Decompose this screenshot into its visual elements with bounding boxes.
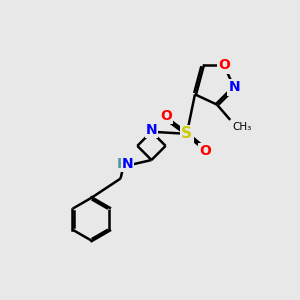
Text: O: O (199, 145, 211, 158)
Text: S: S (181, 126, 192, 141)
Text: CH₃: CH₃ (232, 122, 251, 132)
Text: O: O (160, 109, 172, 123)
Text: O: O (218, 58, 230, 72)
Text: N: N (146, 123, 157, 137)
Text: H: H (117, 158, 129, 171)
Text: N: N (122, 158, 133, 171)
Text: N: N (228, 80, 240, 94)
